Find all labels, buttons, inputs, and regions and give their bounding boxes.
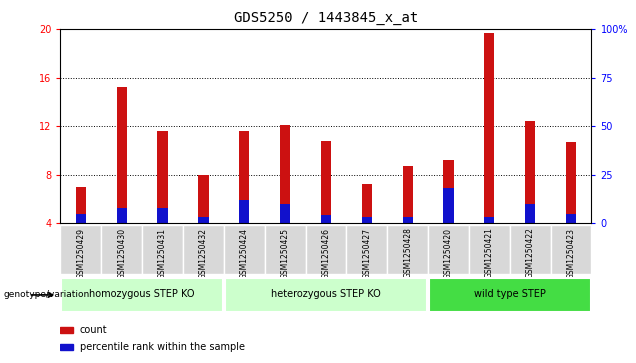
Bar [239, 200, 249, 223]
Text: GSM1250420: GSM1250420 [444, 228, 453, 278]
Bar [76, 187, 86, 223]
Bar [566, 213, 576, 223]
Text: GSM1250429: GSM1250429 [76, 228, 85, 278]
Bar [158, 131, 168, 223]
Bar [158, 208, 168, 223]
Text: heterozygous STEP KO: heterozygous STEP KO [271, 289, 381, 299]
Bar [280, 204, 290, 223]
Bar [60, 327, 73, 333]
FancyBboxPatch shape [225, 278, 427, 312]
Text: GSM1250423: GSM1250423 [567, 228, 576, 278]
Bar [403, 166, 413, 223]
Bar [116, 208, 127, 223]
Bar [239, 131, 249, 223]
Bar [566, 142, 576, 223]
Bar [525, 121, 536, 223]
Bar [428, 225, 469, 274]
Bar [321, 141, 331, 223]
Text: GSM1250430: GSM1250430 [117, 228, 126, 279]
Bar [469, 225, 510, 274]
Bar [347, 225, 387, 274]
Bar [484, 33, 494, 223]
Bar [403, 217, 413, 223]
Bar [265, 225, 305, 274]
Bar [101, 225, 142, 274]
Text: count: count [80, 325, 107, 335]
Bar [510, 225, 551, 274]
Bar [525, 204, 536, 223]
Bar [142, 225, 183, 274]
Text: genotype/variation: genotype/variation [3, 290, 90, 299]
Bar [484, 217, 494, 223]
Text: GSM1250427: GSM1250427 [363, 228, 371, 278]
Text: GSM1250421: GSM1250421 [485, 228, 494, 278]
Title: GDS5250 / 1443845_x_at: GDS5250 / 1443845_x_at [234, 11, 418, 25]
Text: GSM1250425: GSM1250425 [280, 228, 289, 278]
Text: GSM1250431: GSM1250431 [158, 228, 167, 278]
Bar [76, 213, 86, 223]
Bar [60, 344, 73, 350]
FancyBboxPatch shape [429, 278, 591, 312]
FancyBboxPatch shape [61, 278, 223, 312]
Text: percentile rank within the sample: percentile rank within the sample [80, 342, 244, 352]
Bar [362, 184, 372, 223]
Text: GSM1250432: GSM1250432 [199, 228, 208, 278]
Bar [321, 216, 331, 223]
Bar [60, 225, 101, 274]
Text: GSM1250422: GSM1250422 [526, 228, 535, 278]
Bar [280, 125, 290, 223]
Bar [116, 87, 127, 223]
Text: GSM1250428: GSM1250428 [403, 228, 412, 278]
Text: GSM1250426: GSM1250426 [321, 228, 331, 278]
Text: wild type STEP: wild type STEP [474, 289, 546, 299]
Bar [198, 217, 209, 223]
Bar [387, 225, 428, 274]
Bar [183, 225, 224, 274]
Text: GSM1250424: GSM1250424 [240, 228, 249, 278]
Bar [362, 217, 372, 223]
Bar [224, 225, 265, 274]
Bar [443, 188, 453, 223]
Bar [198, 175, 209, 223]
Text: homozygous STEP KO: homozygous STEP KO [90, 289, 195, 299]
Bar [443, 160, 453, 223]
Bar [551, 225, 591, 274]
Bar [305, 225, 347, 274]
